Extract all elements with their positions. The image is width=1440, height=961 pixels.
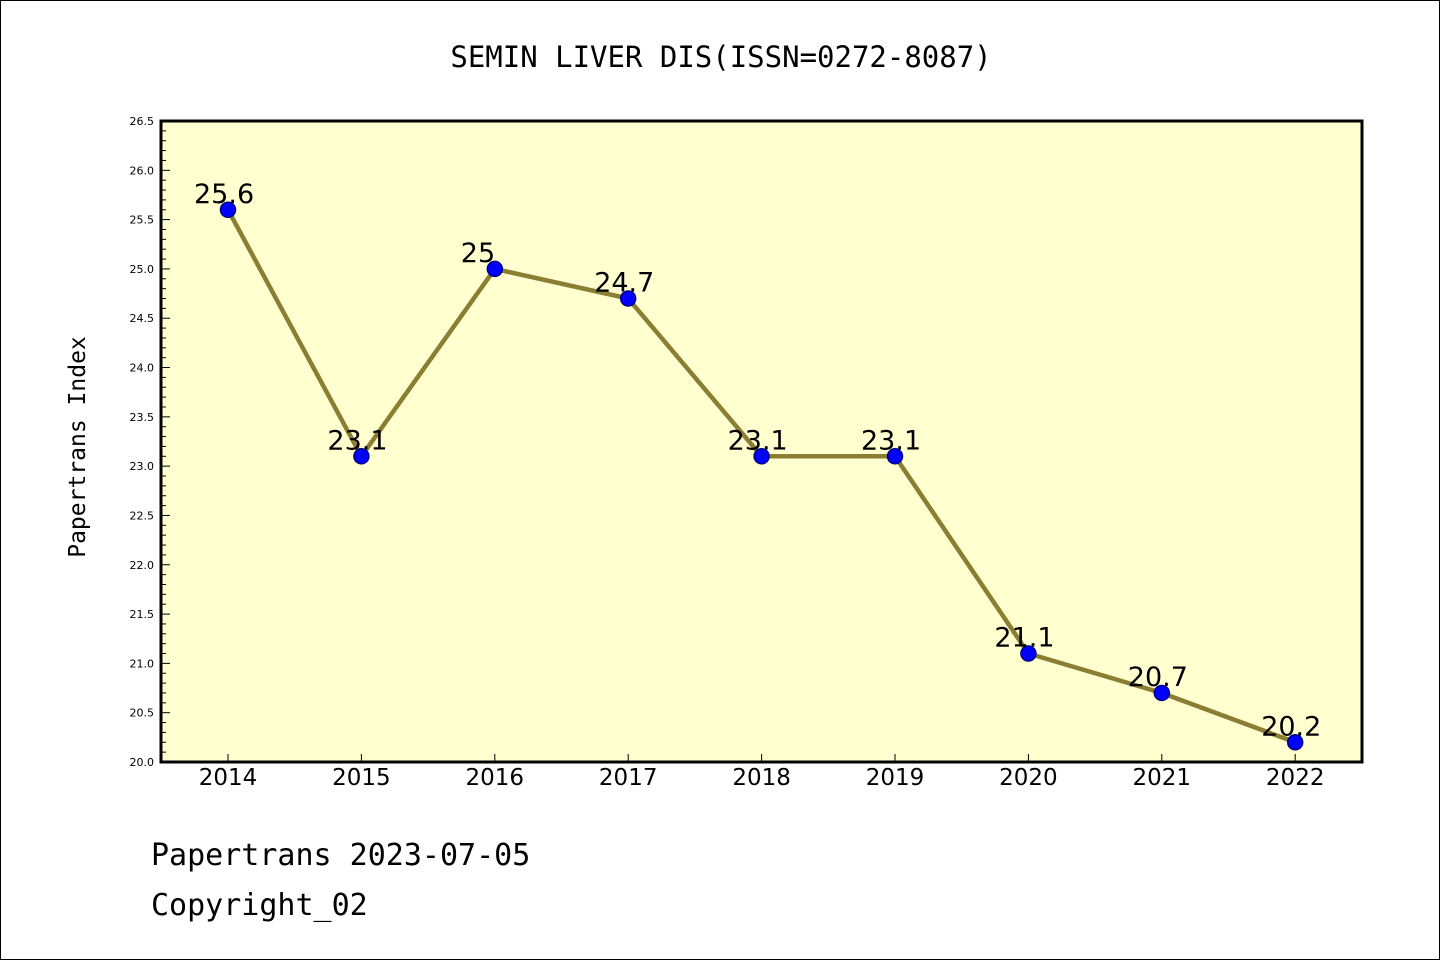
data-point <box>619 290 637 307</box>
data-point <box>219 201 237 219</box>
data-point <box>486 260 504 278</box>
chart-title: SEMIN LIVER DIS(ISSN=0272-8087) <box>450 40 991 74</box>
data-label: 20.7 <box>1128 662 1188 693</box>
plot-area <box>161 121 1362 762</box>
x-tick-label: 2017 <box>599 765 658 791</box>
y-tick-label: 25.5 <box>130 214 155 227</box>
data-label: 20.2 <box>1261 711 1321 742</box>
x-tick-label: 2022 <box>1266 765 1325 791</box>
data-label: 25.6 <box>194 179 254 210</box>
footer-date: Papertrans 2023-07-05 <box>151 838 530 873</box>
data-point <box>1153 684 1171 702</box>
y-tick-label: 21.5 <box>130 608 155 621</box>
data-point <box>353 448 370 465</box>
y-tick-label: 26.5 <box>130 115 155 128</box>
data-label: 24.7 <box>594 268 654 299</box>
x-tick-label: 2016 <box>466 765 525 791</box>
y-tick-label: 20.0 <box>130 756 155 769</box>
y-tick-label: 23.0 <box>130 460 155 473</box>
data-labels: 25.6 23.1 25 24.7 23.1 23.1 21.1 20.7 20.2 <box>194 179 1321 743</box>
footer-copyright: Copyright_02 <box>151 888 368 923</box>
data-label: 21.1 <box>994 623 1054 654</box>
data-points <box>219 201 1304 751</box>
data-label: 23.1 <box>861 425 921 456</box>
y-tick-label: 25.0 <box>130 263 155 276</box>
data-label: 23.1 <box>327 425 387 456</box>
data-point <box>753 448 770 465</box>
x-tick-label: 2015 <box>332 765 391 791</box>
y-tick-label: 23.5 <box>130 411 155 424</box>
y-tick-label: 26.0 <box>130 164 155 177</box>
plot-border <box>159 119 1364 764</box>
y-tick-label: 22.0 <box>130 559 155 572</box>
y-tick-label: 21.0 <box>130 657 155 670</box>
y-axis-label: Papertrans Index <box>65 336 91 558</box>
data-label: 25 <box>461 238 495 269</box>
x-tick-label: 2020 <box>999 765 1058 791</box>
y-tick-label: 24.0 <box>130 362 155 375</box>
data-point <box>886 448 904 465</box>
x-tick-label: 2019 <box>866 765 925 791</box>
y-tick-label: 22.5 <box>130 509 155 522</box>
x-tick-label: 2021 <box>1133 765 1192 791</box>
data-point <box>1020 645 1037 662</box>
x-axis: 2014 2015 2016 2017 2018 2019 2020 2021 2022 <box>199 754 1325 791</box>
y-axis: 20.0 20.5 21.0 21.5 22.0 22.5 23.0 23.5 24.0 24.5… <box>130 115 170 769</box>
data-point <box>1286 734 1304 751</box>
y-tick-label: 24.5 <box>130 312 155 325</box>
x-tick-label: 2018 <box>732 765 791 791</box>
data-label: 23.1 <box>728 425 788 456</box>
y-tick-label: 20.5 <box>130 707 155 720</box>
x-tick-label: 2014 <box>199 765 258 791</box>
